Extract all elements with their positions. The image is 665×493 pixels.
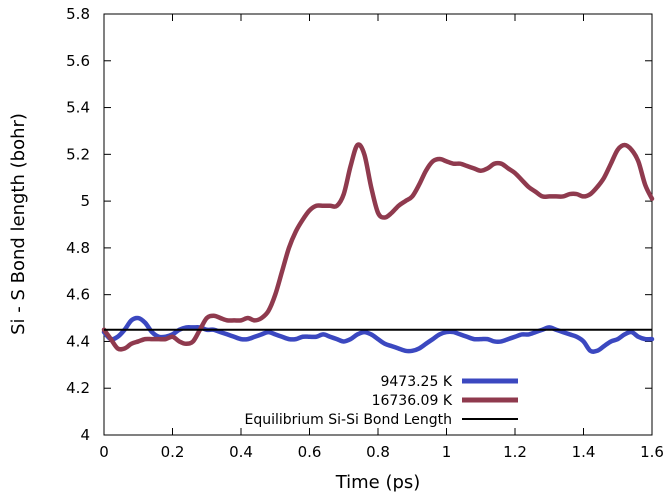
x-tick-label: 1.4: [572, 443, 596, 461]
x-tick-label: 0.8: [366, 443, 390, 461]
x-tick-label: 0.2: [161, 443, 185, 461]
legend: 9473.25 K 16736.09 K Equilibrium Si-Si B…: [245, 374, 518, 428]
y-tick-label: 5.6: [66, 52, 90, 70]
series-line-2: [101, 142, 655, 352]
plot-frame: [103, 13, 653, 436]
y-tick-label: 4: [80, 426, 90, 444]
x-tick-label: 1.6: [640, 443, 664, 461]
y-tick-label: 5.4: [66, 99, 90, 117]
axis-ticks: [103, 13, 653, 436]
y-tick-label: 5.8: [66, 5, 90, 23]
x-tick-label: 1: [442, 443, 452, 461]
x-tick-label: 0: [99, 443, 109, 461]
legend-label-equilibrium: Equilibrium Si-Si Bond Length: [245, 412, 453, 428]
y-axis-label: Si - S Bond length (bohr): [8, 113, 29, 335]
legend-label-series-2: 16736.09 K: [372, 393, 453, 409]
y-tick-label: 5: [80, 192, 90, 210]
x-tick-label: 0.4: [229, 443, 253, 461]
y-tick-label: 5.2: [66, 145, 90, 163]
y-tick-label: 4.4: [66, 332, 90, 350]
legend-label-series-1: 9473.25 K: [380, 374, 452, 390]
x-tick-label: 1.2: [503, 443, 527, 461]
x-tick-label: 0.6: [298, 443, 322, 461]
x-axis-label: Time (ps): [335, 472, 421, 493]
series-line-1: [101, 315, 655, 354]
y-tick-label: 4.8: [66, 239, 90, 257]
series-layer: [101, 142, 655, 354]
y-tick-label: 4.6: [66, 286, 90, 304]
axis-tick-labels: 0 0.2 0.4 0.6 0.8 1 1.2 1.4 1.6 4 4.2 4.4 4.6 4.8 5 5.2…: [66, 5, 664, 461]
y-tick-label: 4.2: [66, 379, 90, 397]
